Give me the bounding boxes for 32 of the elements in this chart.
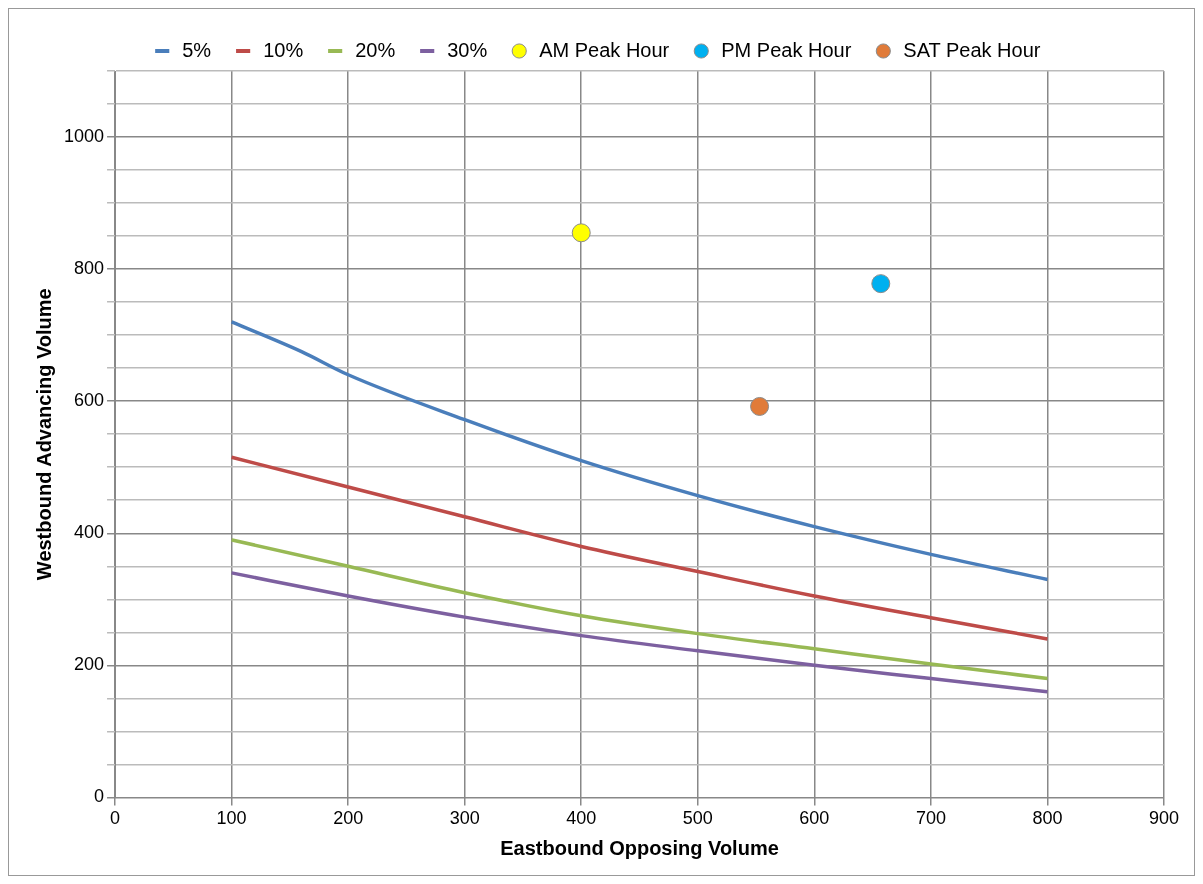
legend-label: 20% [355,38,396,61]
legend-label: 5% [182,38,212,61]
y-axis-title: Westbound Advancing Volume [32,288,55,581]
legend-label: 10% [263,38,304,61]
y-tick-label: 600 [74,390,105,411]
y-tick-label: 400 [74,522,105,543]
x-tick-label: 500 [682,808,713,829]
legend-label: 30% [447,38,488,61]
line-series [229,538,1050,681]
legend-label: PM Peak Hour [721,38,852,61]
line-series [229,320,1050,582]
y-tick-label: 800 [74,258,105,279]
point [871,274,891,294]
x-axis-title: Eastbound Opposing Volume [500,836,779,859]
point [750,396,770,416]
x-tick-label: 300 [449,808,480,829]
y-tick-label: 200 [74,654,105,675]
y-tick-label: 1000 [64,126,105,147]
x-tick-label: 0 [110,808,121,829]
point [571,223,591,243]
x-tick-label: 400 [566,808,597,829]
legend-label: AM Peak Hour [539,38,670,61]
y-tick-label: 0 [94,786,105,807]
x-tick-label: 600 [799,808,830,829]
x-tick-label: 700 [915,808,946,829]
line-series [229,455,1050,641]
x-tick-label: 200 [333,808,364,829]
x-tick-label: 900 [1148,808,1180,829]
x-tick-label: 100 [216,808,247,829]
legend-label: SAT Peak Hour [903,38,1041,61]
x-tick-label: 800 [1032,808,1063,829]
line-series [229,571,1050,694]
